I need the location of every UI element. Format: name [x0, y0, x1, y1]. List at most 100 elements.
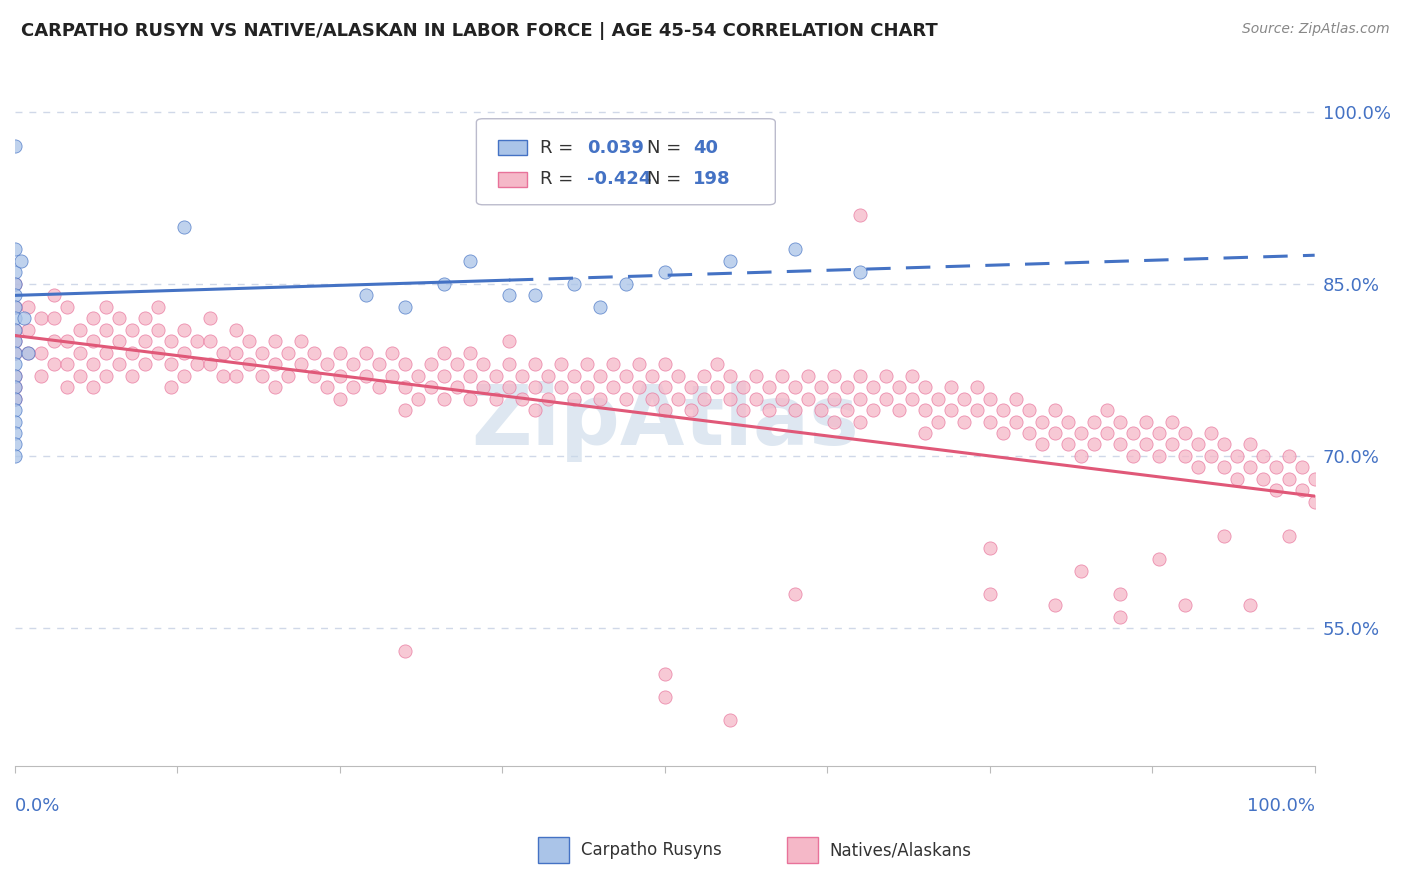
Point [134, 334, 156, 349]
Point [290, 357, 312, 371]
Point [939, 403, 962, 417]
Point [173, 368, 195, 383]
Point [666, 368, 689, 383]
Point [575, 380, 598, 394]
Point [1095, 403, 1118, 417]
Point [797, 392, 820, 406]
Point [1083, 437, 1105, 451]
Point [1212, 437, 1234, 451]
Point [394, 300, 416, 314]
Point [823, 392, 845, 406]
Point [550, 380, 572, 394]
Point [1174, 598, 1197, 612]
Point [1303, 472, 1326, 486]
Point [290, 334, 312, 349]
Point [575, 357, 598, 371]
Point [1278, 529, 1301, 543]
Point [1278, 472, 1301, 486]
Point [1108, 609, 1130, 624]
Point [458, 368, 481, 383]
Point [498, 334, 520, 349]
Point [394, 380, 416, 394]
Point [173, 219, 195, 234]
Point [823, 415, 845, 429]
Point [1291, 483, 1313, 498]
Point [1239, 460, 1261, 475]
Point [485, 368, 508, 383]
Point [875, 368, 897, 383]
Point [471, 380, 494, 394]
Point [146, 345, 169, 359]
Point [69, 323, 91, 337]
Point [4, 380, 27, 394]
Point [4, 334, 27, 349]
Point [82, 311, 104, 326]
Point [1226, 472, 1249, 486]
Point [10, 254, 32, 268]
Point [160, 334, 183, 349]
Point [381, 368, 404, 383]
Point [30, 345, 52, 359]
Point [94, 368, 117, 383]
Point [783, 243, 806, 257]
Point [654, 265, 676, 279]
Point [225, 345, 247, 359]
Text: 0.039: 0.039 [586, 138, 644, 156]
Point [42, 288, 65, 302]
Point [1212, 460, 1234, 475]
Point [342, 380, 364, 394]
Point [4, 265, 27, 279]
Point [4, 425, 27, 440]
Point [849, 368, 872, 383]
FancyBboxPatch shape [499, 140, 527, 155]
Point [108, 357, 131, 371]
Text: R =: R = [540, 138, 574, 156]
Point [679, 403, 702, 417]
Point [498, 380, 520, 394]
Point [419, 357, 441, 371]
Point [718, 254, 741, 268]
Point [706, 357, 728, 371]
Point [458, 254, 481, 268]
Point [589, 368, 612, 383]
Point [1083, 415, 1105, 429]
Point [302, 368, 325, 383]
Point [4, 392, 27, 406]
Point [1004, 415, 1026, 429]
Point [1135, 415, 1157, 429]
Point [4, 277, 27, 291]
Point [900, 392, 922, 406]
Point [718, 392, 741, 406]
Point [1187, 437, 1209, 451]
Point [146, 300, 169, 314]
Point [770, 368, 793, 383]
Point [1070, 564, 1092, 578]
Point [277, 345, 299, 359]
Point [329, 345, 352, 359]
Point [1199, 449, 1222, 463]
Point [17, 300, 39, 314]
Point [510, 368, 533, 383]
Point [146, 323, 169, 337]
Point [69, 368, 91, 383]
Point [316, 380, 339, 394]
Text: R =: R = [540, 170, 574, 188]
Point [198, 334, 221, 349]
Point [537, 392, 560, 406]
Point [381, 345, 404, 359]
Point [745, 368, 768, 383]
FancyBboxPatch shape [499, 171, 527, 186]
Point [4, 300, 27, 314]
Point [342, 357, 364, 371]
Point [602, 380, 624, 394]
Point [783, 380, 806, 394]
Point [367, 357, 389, 371]
Point [94, 323, 117, 337]
Point [4, 311, 27, 326]
Point [4, 368, 27, 383]
Point [718, 368, 741, 383]
Point [679, 380, 702, 394]
Point [966, 403, 988, 417]
Point [1226, 449, 1249, 463]
Point [654, 357, 676, 371]
